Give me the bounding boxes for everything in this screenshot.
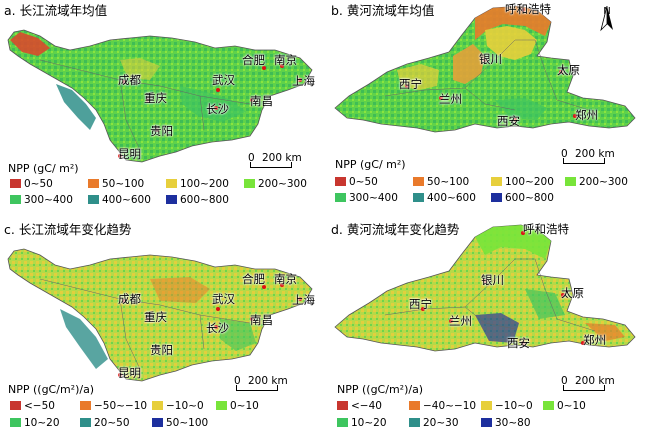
- city-dot-guiyang: [155, 128, 159, 132]
- city-dot-changsha: [214, 325, 218, 329]
- city-dot-chengdu: [122, 299, 126, 303]
- panel-a-yangtze-mean: a. 长江流域年均值 成都 重庆 贵阳 昆明: [0, 0, 325, 219]
- city-label-chongqing: 重庆: [144, 310, 167, 324]
- city-dot-nanchang: [250, 317, 254, 321]
- panel-a-title: a. 长江流域年均值: [4, 3, 108, 18]
- city-dot-chongqing: [146, 98, 150, 102]
- city-dot-nanjing: [280, 283, 284, 287]
- city-label-xian: 西安: [497, 114, 520, 128]
- city-dot-hohhot: [521, 8, 525, 12]
- city-dot-taiyuan: [561, 293, 565, 297]
- city-dot-taiyuan: [559, 70, 563, 74]
- city-label-hohhot: 呼和浩特: [523, 222, 569, 236]
- city-label-guiyang: 贵阳: [150, 124, 173, 138]
- panel-c-map: [7, 248, 313, 382]
- city-label-taiyuan: 太原: [561, 286, 584, 300]
- city-label-zhengzhou: 郑州: [583, 333, 606, 347]
- city-dot-xian: [513, 118, 517, 122]
- city-label-kunming: 昆明: [118, 147, 141, 161]
- panel-b-title: b. 黄河流域年均值: [331, 3, 435, 18]
- city-label-chongqing: 重庆: [144, 91, 167, 105]
- legend-title: NPP ((gC/m²)/a): [8, 383, 95, 396]
- city-label-hohhot: 呼和浩特: [505, 2, 551, 16]
- city-label-guiyang: 贵阳: [150, 343, 173, 357]
- city-label-wuhan: 武汉: [212, 73, 235, 87]
- panel-d-yellow-river-trend: d. 黄河流域年变化趋势 呼和浩特 银川 太原 西宁 兰州 西安 郑州 0 20…: [325, 219, 650, 438]
- city-label-chengdu: 成都: [118, 73, 141, 87]
- city-dot-lanzhou: [449, 319, 453, 323]
- city-dot-nanchang: [250, 98, 254, 102]
- city-dot-hefei: [262, 285, 266, 289]
- city-label-yinchuan: 银川: [479, 52, 502, 66]
- legend-title: NPP ((gC/m²)/a): [337, 383, 424, 396]
- city-dot-xian: [521, 341, 525, 345]
- city-dot-yinchuan: [483, 279, 487, 283]
- city-dot-xining: [421, 307, 425, 311]
- city-label-changsha: 长沙: [206, 102, 229, 116]
- city-label-nanjing: 南京: [274, 272, 297, 286]
- city-label-shanghai: 上海: [292, 293, 315, 307]
- city-dot-hohhot: [521, 231, 525, 235]
- panel-c-title: c. 长江流域年变化趋势: [4, 222, 132, 237]
- north-arrow: N: [597, 6, 617, 32]
- city-label-hefei: 合肥: [242, 272, 265, 286]
- city-dot-hefei: [262, 66, 266, 70]
- panel-d-title: d. 黄河流域年变化趋势: [331, 222, 460, 237]
- city-dot-yinchuan: [483, 58, 487, 62]
- panel-d-map: [334, 224, 636, 352]
- city-label-chengdu: 成都: [118, 292, 141, 306]
- city-dot-kunming: [118, 154, 122, 158]
- city-label-changsha: 长沙: [206, 321, 229, 335]
- panel-a-map: [7, 29, 313, 163]
- city-label-xining: 西宁: [409, 297, 432, 311]
- panel-b-yellow-river-mean: b. 黄河流域年均值 N 呼和浩特 银川 太原 西宁 兰州 西安 郑州 0 20…: [325, 0, 650, 219]
- city-label-wuhan: 武汉: [212, 292, 235, 306]
- city-dot-wuhan: [216, 307, 220, 311]
- city-dot-nanjing: [280, 64, 284, 68]
- city-label-xining: 西宁: [399, 77, 422, 91]
- legend-title: NPP (gC/ m²): [8, 162, 79, 175]
- city-dot-changsha: [214, 106, 218, 110]
- city-label-shanghai: 上海: [292, 74, 315, 88]
- city-label-zhengzhou: 郑州: [575, 108, 598, 122]
- city-label-xian: 西安: [507, 336, 530, 350]
- city-dot-shanghai: [298, 297, 302, 301]
- legend-title: NPP (gC/ m²): [335, 158, 406, 171]
- city-label-nanchang: 南昌: [250, 94, 273, 108]
- city-label-lanzhou: 兰州: [449, 314, 472, 328]
- city-dot-chengdu: [122, 80, 126, 84]
- city-dot-lanzhou: [439, 96, 443, 100]
- city-dot-xining: [405, 84, 409, 88]
- city-label-nanjing: 南京: [274, 53, 297, 67]
- city-dot-zhengzhou: [581, 341, 585, 345]
- city-dot-shanghai: [298, 78, 302, 82]
- city-dot-chongqing: [146, 317, 150, 321]
- city-dot-kunming: [118, 373, 122, 377]
- city-label-lanzhou: 兰州: [439, 92, 462, 106]
- city-label-hefei: 合肥: [242, 53, 265, 67]
- city-dot-wuhan: [216, 88, 220, 92]
- city-dot-zhengzhou: [573, 114, 577, 118]
- panel-b-map: [334, 5, 636, 133]
- city-label-yinchuan: 银川: [481, 273, 504, 287]
- city-label-kunming: 昆明: [118, 366, 141, 380]
- city-dot-guiyang: [155, 347, 159, 351]
- city-label-nanchang: 南昌: [250, 313, 273, 327]
- city-label-taiyuan: 太原: [557, 63, 580, 77]
- panel-c-yangtze-trend: c. 长江流域年变化趋势 成都 重庆 贵阳 昆明 武汉 长沙 南昌 合肥 南京 …: [0, 219, 325, 438]
